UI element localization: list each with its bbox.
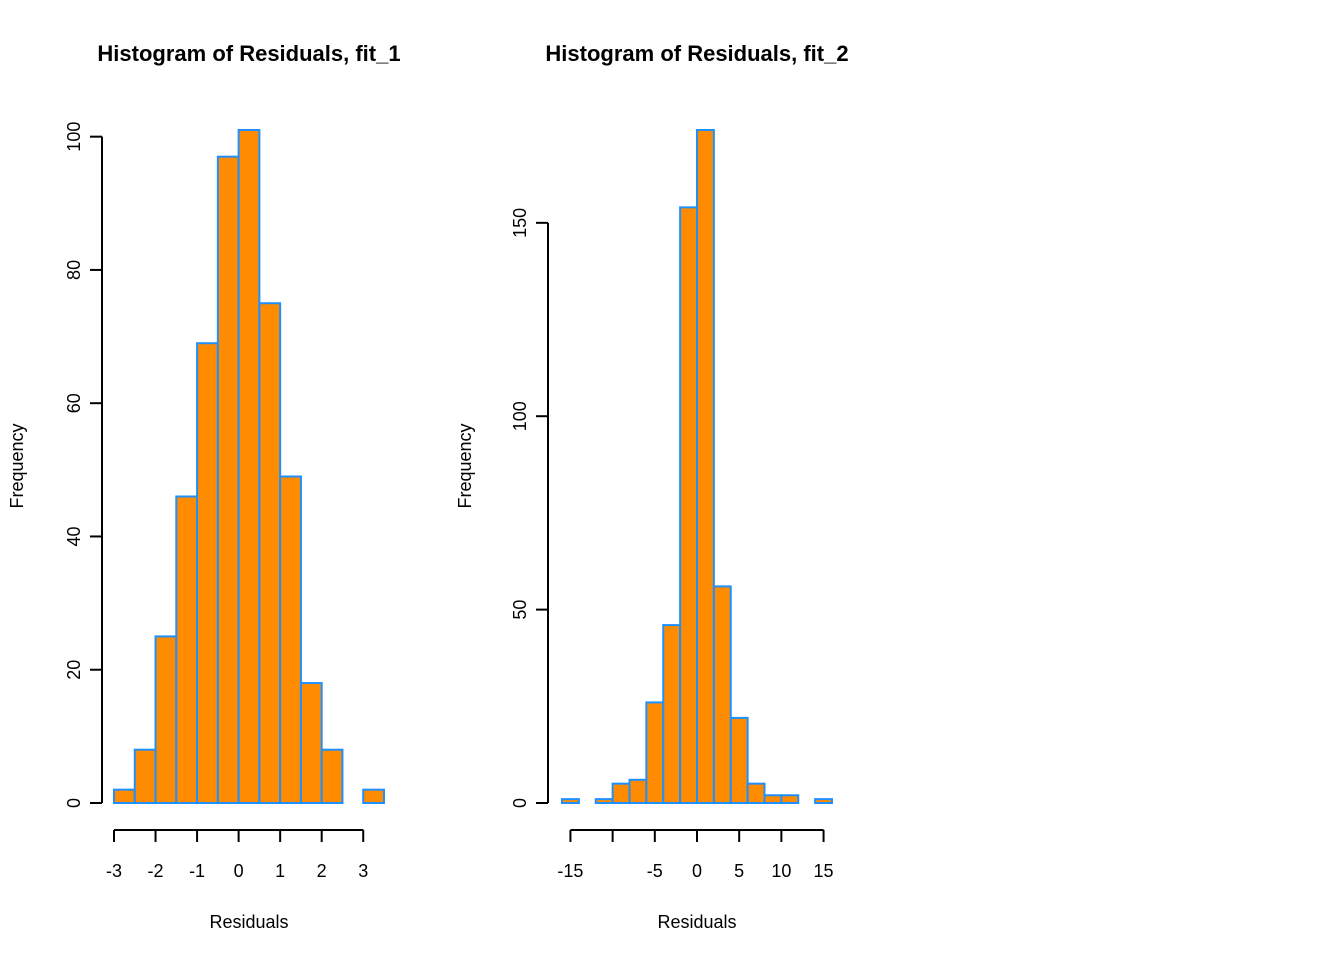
x-tick-label: -5 xyxy=(647,861,663,881)
x-tick-label: 1 xyxy=(275,861,285,881)
x-tick-label: -3 xyxy=(106,861,122,881)
y-tick-label: 80 xyxy=(64,260,84,280)
histogram-bar xyxy=(113,788,136,805)
histogram-bar xyxy=(258,302,282,804)
histogram-bar xyxy=(662,624,682,804)
x-tick-label: 3 xyxy=(358,861,368,881)
x-tick-label: 10 xyxy=(771,861,791,881)
histogram-bar xyxy=(237,129,261,804)
x-tick-label: 5 xyxy=(734,861,744,881)
y-axis: 0 50 100 150 xyxy=(510,208,549,808)
x-tick-label: 0 xyxy=(234,861,244,881)
histogram-bar xyxy=(216,155,240,805)
histogram-panel-fit-1: Histogram of Residuals, fit_1 Residuals … xyxy=(7,41,401,932)
y-tick-label: 0 xyxy=(510,798,530,808)
y-tick-label: 0 xyxy=(64,798,84,808)
histogram-bar xyxy=(133,748,157,804)
chart-title: Histogram of Residuals, fit_1 xyxy=(97,41,400,66)
histogram-bar xyxy=(299,682,323,804)
y-axis-label: Frequency xyxy=(455,423,475,508)
x-axis-label: Residuals xyxy=(657,912,736,932)
x-axis: -15 -5 0 5 10 15 xyxy=(557,829,834,881)
histogram-bar xyxy=(696,129,715,804)
histogram-bar xyxy=(320,748,344,804)
y-axis-label: Frequency xyxy=(7,423,27,508)
histogram-bars xyxy=(113,129,386,805)
y-tick-label: 20 xyxy=(64,660,84,680)
y-tick-label: 40 xyxy=(64,526,84,546)
x-tick-label: 2 xyxy=(317,861,327,881)
y-axis: 0 20 40 60 80 100 xyxy=(64,122,103,808)
x-tick-label: -2 xyxy=(148,861,164,881)
x-tick-label: 15 xyxy=(814,861,834,881)
y-tick-label: 100 xyxy=(64,122,84,152)
y-tick-label: 50 xyxy=(510,600,530,620)
y-tick-label: 100 xyxy=(510,401,530,431)
histogram-panel-fit-2: Histogram of Residuals, fit_2 Residuals … xyxy=(455,41,849,932)
x-tick-label: -15 xyxy=(557,861,583,881)
histogram-bar xyxy=(729,716,749,804)
histogram-bar xyxy=(780,794,800,804)
histogram-bar xyxy=(628,778,648,804)
histogram-bar xyxy=(814,798,833,805)
x-tick-label: -1 xyxy=(189,861,205,881)
histogram-bar xyxy=(561,798,580,805)
histogram-bar xyxy=(594,798,614,805)
chart-title: Histogram of Residuals, fit_2 xyxy=(545,41,848,66)
y-tick-label: 150 xyxy=(510,208,530,238)
x-axis: -3 -2 -1 0 1 2 3 xyxy=(106,829,368,881)
histogram-bar xyxy=(196,342,219,804)
y-tick-label: 60 xyxy=(64,393,84,413)
histogram-bar xyxy=(679,206,698,804)
histogram-bar xyxy=(611,782,631,805)
histogram-bar xyxy=(279,475,302,804)
histogram-bar xyxy=(763,794,783,804)
histogram-bar xyxy=(712,585,732,804)
x-axis-label: Residuals xyxy=(209,912,288,932)
histogram-bar xyxy=(154,635,178,804)
histogram-bars xyxy=(561,129,833,805)
histogram-bar xyxy=(645,701,665,804)
histogram-bar xyxy=(362,788,386,805)
x-tick-label: 0 xyxy=(692,861,702,881)
histogram-bar xyxy=(175,495,199,804)
histogram-bar xyxy=(746,782,766,805)
